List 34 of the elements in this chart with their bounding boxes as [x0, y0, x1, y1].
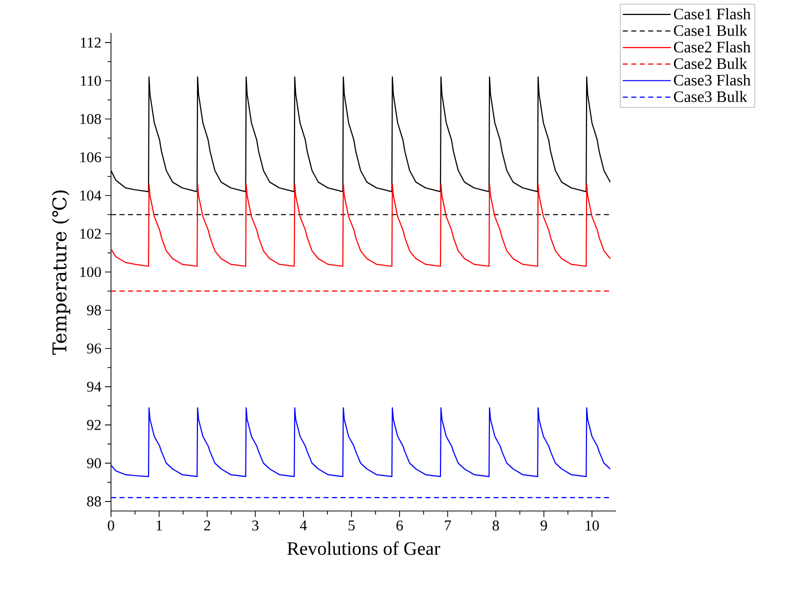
- y-tick-label: 94: [87, 382, 102, 392]
- x-tick-label: 7: [444, 520, 451, 530]
- legend-label: Case2 Flash: [674, 41, 751, 52]
- y-tick-label: 92: [87, 420, 101, 430]
- legend-label: Case2 Bulk: [674, 58, 748, 70]
- x-tick-label: 4: [300, 520, 307, 530]
- x-tick-label: 8: [492, 520, 499, 531]
- line-series: [110, 407, 611, 478]
- x-tick-label: 10: [586, 520, 599, 531]
- y-tick-label: 98: [87, 305, 101, 316]
- x-tick-label: 2: [204, 520, 210, 530]
- y-axis-title: Temperature (℃): [52, 190, 70, 355]
- y-tick-label: 112: [80, 38, 101, 48]
- y-tick-label: 108: [80, 114, 101, 124]
- y-tick-label: 90: [87, 458, 101, 468]
- x-tick-label: 1: [156, 520, 162, 530]
- x-tick-label: 3: [252, 520, 258, 531]
- x-tick-label: 9: [540, 520, 547, 531]
- legend-label: Case3 Flash: [674, 74, 751, 86]
- y-tick-label: 88: [87, 496, 101, 506]
- y-tick-label: 102: [80, 228, 101, 239]
- legend-label: Case1 Bulk: [674, 24, 748, 36]
- y-tick-label: 104: [80, 190, 102, 201]
- line-series: [110, 183, 611, 267]
- x-tick-label: 6: [396, 520, 403, 531]
- y-tick-label: 110: [80, 76, 101, 86]
- legend-label: Case1 Flash: [674, 8, 751, 20]
- y-tick-label: 106: [80, 152, 102, 162]
- x-axis-title: Revolutions of Gear: [287, 541, 440, 555]
- y-tick-label: 96: [87, 343, 102, 354]
- y-tick-label: 100: [80, 266, 101, 278]
- x-tick-label: 0: [108, 520, 114, 531]
- legend-label: Case3 Bulk: [674, 90, 748, 102]
- x-tick-label: 5: [348, 520, 355, 530]
